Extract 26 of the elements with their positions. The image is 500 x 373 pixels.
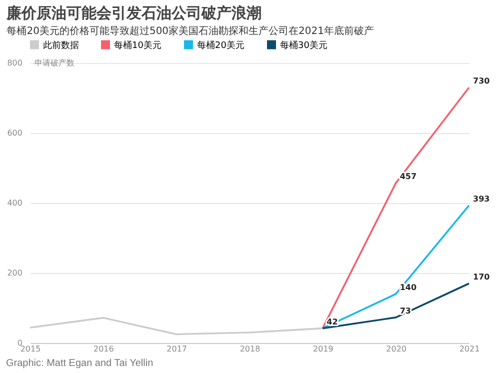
legend-label: 每桶10美元	[114, 40, 162, 51]
data-label: 730	[473, 76, 490, 86]
text: Graphic: Matt Egan and Tai Yellin	[6, 357, 154, 370]
x-tick-label: 2017	[166, 344, 188, 354]
y-tick-label: 200	[7, 268, 22, 278]
data-label: 140	[400, 283, 417, 292]
legend-label: 每桶30美元	[280, 40, 328, 51]
line-series	[29, 316, 324, 336]
y-tick-label: 400	[7, 198, 22, 208]
data-label: 170	[473, 272, 490, 282]
data-label: 457	[400, 172, 417, 182]
chart-subtitle: 每桶20美元的价格可能导致超过500家美国石油勘探和生产公司在2021年底前破产	[6, 25, 374, 37]
x-tick-label: 2021	[459, 344, 480, 354]
data-label: 393	[473, 194, 490, 204]
legend-label: 每桶20美元	[197, 40, 244, 51]
y-tick-label: 800	[7, 58, 22, 68]
x-tick-label: 2016	[93, 344, 114, 354]
chart-title: 廉价原油可能会引发石油公司破产浪潮	[6, 4, 262, 22]
x-tick-label: 2019	[312, 344, 334, 354]
y-axis-title: 申请破产数	[34, 58, 74, 68]
y-tick-label: 600	[7, 128, 22, 138]
y-tick-label: 0	[17, 338, 22, 348]
x-tick-label: 2020	[386, 344, 407, 354]
x-tick-label: 2015	[20, 344, 41, 354]
legend-label: 此前数据	[43, 40, 79, 51]
x-tick-label: 2018	[240, 344, 260, 354]
